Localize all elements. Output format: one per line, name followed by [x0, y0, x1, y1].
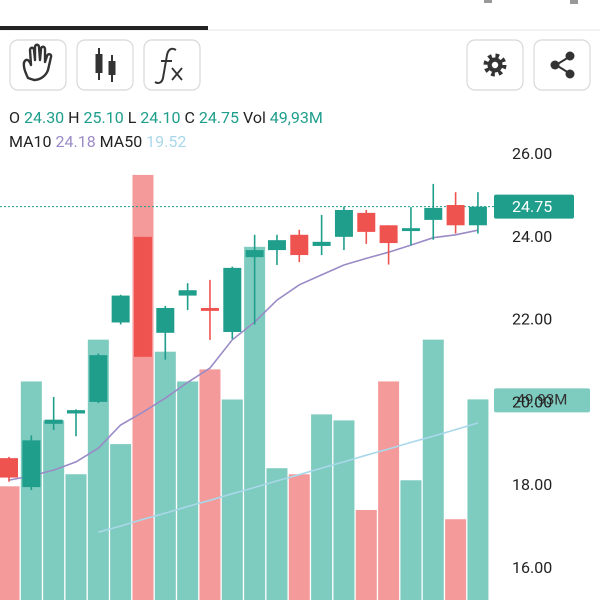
- legend-value: 49,93M: [270, 108, 323, 127]
- volume-bar: [378, 381, 400, 600]
- volume-bar: [221, 399, 243, 600]
- volume-bar: [154, 351, 176, 600]
- candle-body: [468, 206, 487, 226]
- volume-bar: [244, 246, 266, 600]
- ma-line: [8, 229, 479, 481]
- candle-body: [312, 241, 331, 246]
- y-tick-label: 22.00: [512, 310, 552, 329]
- volume-bar: [355, 510, 377, 600]
- share-button[interactable]: [533, 39, 591, 91]
- candle-body: [424, 207, 443, 220]
- y-tick-label: 16.00: [512, 558, 552, 577]
- legend-value: 19.52: [146, 132, 186, 151]
- tab-icon-fragment: [484, 0, 492, 3]
- ma-line: [98, 422, 479, 533]
- y-tick-label: 20.00: [512, 392, 552, 411]
- legend-key: MA50: [100, 132, 143, 151]
- candle-body: [334, 209, 353, 237]
- legend-key: H: [68, 108, 79, 127]
- chart-type-button[interactable]: [76, 39, 134, 91]
- volume-bar: [467, 399, 489, 600]
- volume-bar: [311, 414, 333, 600]
- volume-bar: [65, 474, 87, 600]
- tab-bar: [0, 0, 600, 30]
- volume-tag-label: 49.93M: [517, 390, 568, 408]
- legend-value: 24.30: [24, 108, 64, 127]
- volume-bar: [43, 420, 65, 600]
- legend-key: C: [184, 108, 194, 127]
- ohlc-legend: O 24.30 H 25.10 L 24.10 C 24.75 Vol 49,9…: [9, 108, 323, 127]
- tab-icon-fragment: [570, 0, 578, 4]
- active-tab-indicator: [0, 26, 208, 30]
- volume-bar: [422, 339, 444, 600]
- candle-body: [446, 205, 465, 226]
- last-price-tag: [494, 194, 574, 219]
- legend-key: MA10: [9, 132, 52, 151]
- candle-body: [290, 234, 309, 256]
- candle-body: [111, 295, 130, 323]
- legend-key: O: [9, 108, 20, 127]
- candle-body: [89, 355, 108, 402]
- drawing-tool-button[interactable]: [9, 39, 67, 91]
- candle-body: [156, 307, 175, 333]
- volume-bar: [0, 486, 20, 600]
- ma-legend: MA10 24.18 MA50 19.52: [9, 132, 186, 151]
- indicators-button[interactable]: [143, 39, 201, 91]
- candle-body: [401, 228, 420, 232]
- candle-body: [357, 212, 376, 232]
- legend-value: 24.18: [56, 132, 96, 151]
- candle-body: [133, 236, 152, 357]
- last-price-tag-label: 24.75: [512, 197, 552, 216]
- volume-bar: [199, 369, 221, 600]
- legend-key: Vol: [243, 108, 266, 127]
- y-tick-label: 26.00: [512, 144, 552, 163]
- settings-button[interactable]: [466, 39, 524, 91]
- legend-value: 25.10: [84, 108, 124, 127]
- volume-bar: [87, 339, 109, 600]
- legend-value: 24.75: [199, 108, 239, 127]
- candle-body: [245, 250, 264, 258]
- volume-bar: [400, 480, 422, 600]
- candle-body: [0, 458, 18, 478]
- candle-body: [44, 419, 63, 424]
- volume-bar: [333, 420, 355, 600]
- volume-bar: [20, 381, 42, 600]
- legend-value: 24.10: [140, 108, 180, 127]
- y-tick-label: 18.00: [512, 475, 552, 494]
- legend-key: L: [128, 108, 137, 127]
- candle-body: [178, 290, 197, 296]
- candle-body: [379, 225, 398, 244]
- volume-bar: [177, 381, 199, 600]
- volume-bar: [445, 519, 467, 600]
- candle-body: [267, 240, 286, 251]
- volume-tag: [494, 388, 590, 413]
- candle-body: [66, 410, 85, 414]
- volume-bar: [110, 444, 132, 600]
- volume-bar: [266, 468, 288, 600]
- candle-body: [22, 440, 41, 488]
- y-tick-label: 24.00: [512, 227, 552, 246]
- candle-body: [223, 267, 242, 332]
- volume-bar: [288, 474, 310, 600]
- candle-body: [200, 307, 219, 311]
